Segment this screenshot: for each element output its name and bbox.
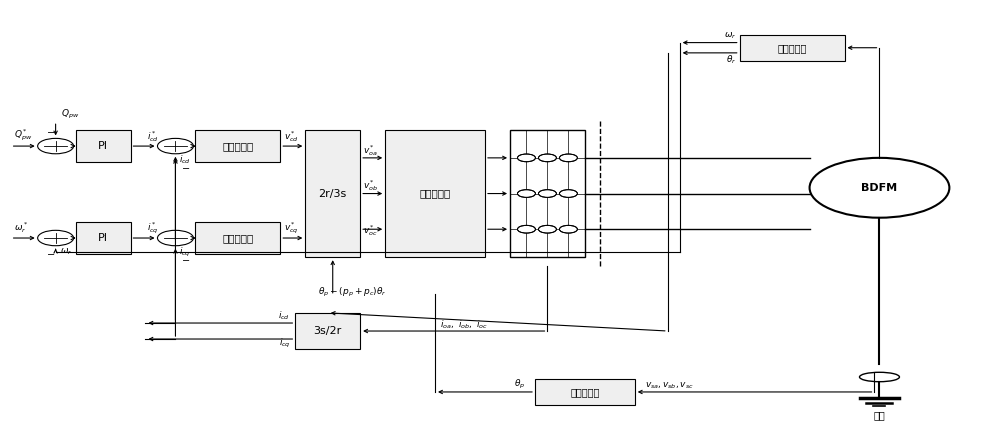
Text: $v_{oa}^*$: $v_{oa}^*$ bbox=[363, 143, 378, 157]
Text: PI: PI bbox=[98, 141, 108, 151]
Text: $-$: $-$ bbox=[181, 162, 191, 172]
Text: $Q_{pw}$: $Q_{pw}$ bbox=[61, 108, 79, 121]
Circle shape bbox=[517, 154, 535, 162]
Bar bbox=[195, 222, 280, 254]
Text: $i_{cq}$: $i_{cq}$ bbox=[279, 337, 290, 350]
Text: $i_{cd}$: $i_{cd}$ bbox=[278, 309, 290, 322]
Text: $v_{cq}^*$: $v_{cq}^*$ bbox=[284, 221, 299, 236]
Text: $i_{cd}^*$: $i_{cd}^*$ bbox=[147, 129, 159, 144]
Text: 滑模控制器: 滑模控制器 bbox=[222, 233, 253, 243]
Text: $-$: $-$ bbox=[181, 254, 191, 264]
Text: 转速编码器: 转速编码器 bbox=[777, 43, 807, 53]
Text: 3s/2r: 3s/2r bbox=[314, 326, 342, 336]
Text: BDFM: BDFM bbox=[861, 183, 898, 193]
Bar bbox=[295, 313, 360, 349]
Circle shape bbox=[517, 225, 535, 233]
Circle shape bbox=[538, 154, 556, 162]
Text: 数学构造法: 数学构造法 bbox=[419, 189, 451, 199]
Text: $\theta_p-(p_p+p_c)\theta_r$: $\theta_p-(p_p+p_c)\theta_r$ bbox=[318, 286, 386, 299]
Text: $i_{cq}$: $i_{cq}$ bbox=[179, 246, 191, 259]
Text: 电网: 电网 bbox=[874, 411, 885, 420]
Text: $\theta_p$: $\theta_p$ bbox=[514, 378, 525, 391]
Circle shape bbox=[538, 225, 556, 233]
Bar bbox=[305, 130, 360, 257]
Text: $\theta_r$: $\theta_r$ bbox=[726, 53, 737, 66]
Text: $Q_{pw}^*$: $Q_{pw}^*$ bbox=[14, 128, 32, 143]
Bar bbox=[76, 222, 131, 254]
Bar bbox=[510, 130, 585, 257]
Bar bbox=[740, 35, 845, 60]
Text: $i_{oa},\ i_{ob},\ i_{oc}$: $i_{oa},\ i_{ob},\ i_{oc}$ bbox=[440, 318, 488, 331]
Text: 电网锁相环: 电网锁相环 bbox=[570, 387, 600, 397]
Text: $-$: $-$ bbox=[46, 126, 55, 136]
Bar bbox=[385, 130, 485, 257]
Circle shape bbox=[559, 190, 577, 197]
Text: $-$: $-$ bbox=[46, 248, 55, 258]
Circle shape bbox=[538, 190, 556, 197]
Bar bbox=[76, 130, 131, 162]
Circle shape bbox=[559, 225, 577, 233]
Text: $\omega_r$: $\omega_r$ bbox=[724, 31, 737, 42]
Circle shape bbox=[559, 154, 577, 162]
Text: 滑模控制器: 滑模控制器 bbox=[222, 141, 253, 151]
Text: $\omega_r$: $\omega_r$ bbox=[60, 246, 72, 257]
Text: 2r/3s: 2r/3s bbox=[319, 189, 347, 199]
Text: $v_{ob}^*$: $v_{ob}^*$ bbox=[363, 178, 378, 193]
Text: $v_{sa},v_{sb},v_{sc}$: $v_{sa},v_{sb},v_{sc}$ bbox=[645, 380, 694, 391]
Circle shape bbox=[517, 190, 535, 197]
Text: $i_{cq}^*$: $i_{cq}^*$ bbox=[147, 221, 159, 236]
Text: $\omega_r^*$: $\omega_r^*$ bbox=[14, 220, 28, 235]
Bar bbox=[195, 130, 280, 162]
Bar bbox=[535, 379, 635, 405]
Text: $v_{oc}^*$: $v_{oc}^*$ bbox=[363, 224, 378, 239]
Text: PI: PI bbox=[98, 233, 108, 243]
Text: $v_{cd}^*$: $v_{cd}^*$ bbox=[284, 129, 299, 144]
Text: $i_{cd}$: $i_{cd}$ bbox=[179, 154, 191, 166]
